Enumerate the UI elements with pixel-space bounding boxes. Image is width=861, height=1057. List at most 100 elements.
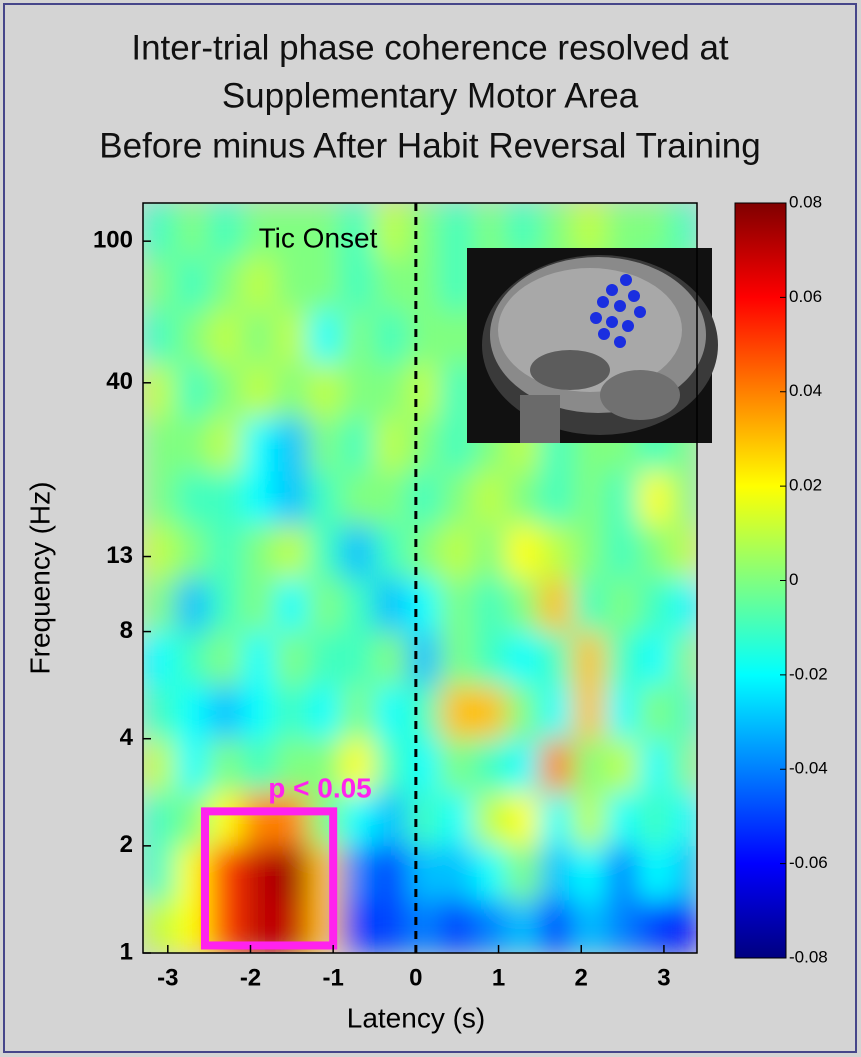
heat-cell: [606, 631, 640, 685]
heat-cell: [606, 685, 640, 740]
heat-cell: [143, 899, 177, 953]
heat-cell: [572, 578, 606, 632]
heat-cell: [275, 256, 309, 311]
heat-cell: [440, 845, 474, 900]
heat-cell: [242, 845, 276, 900]
heat-cell: [275, 363, 309, 418]
heat-cell: [639, 631, 673, 685]
heat-cell: [341, 417, 375, 472]
heat-cell: [572, 792, 606, 847]
heat-cell: [473, 899, 507, 953]
heat-cell: [606, 792, 640, 847]
heat-cell: [275, 471, 309, 525]
heat-cell: [572, 738, 606, 792]
heat-cell: [407, 685, 441, 740]
heat-cell: [176, 203, 210, 258]
colorbar-tick-label: -0.08: [789, 947, 828, 966]
heat-cell: [572, 685, 606, 740]
heat-cell: [407, 899, 441, 953]
heat-cell: [209, 471, 243, 525]
heat-cell: [473, 845, 507, 900]
heat-cell: [473, 685, 507, 740]
heat-cell: [407, 417, 441, 472]
heat-cell: [539, 792, 573, 847]
heat-cell: [506, 792, 540, 847]
heat-cell: [143, 256, 177, 311]
y-axis-label: Frequency (Hz): [24, 482, 55, 675]
heat-cell: [308, 631, 342, 685]
heat-cell: [639, 471, 673, 525]
heat-cell: [639, 899, 673, 953]
heat-cell: [242, 631, 276, 685]
heat-cell: [275, 631, 309, 685]
brain-inset: [467, 248, 718, 443]
heat-cell: [672, 578, 698, 632]
heat-cell: [143, 792, 177, 847]
heat-cell: [308, 256, 342, 311]
heat-cell: [473, 578, 507, 632]
heat-cell: [506, 845, 540, 900]
heat-cell: [572, 524, 606, 579]
heat-cell: [308, 310, 342, 364]
significance-label: p < 0.05: [268, 772, 372, 803]
heat-cell: [639, 685, 673, 740]
heat-cell: [374, 471, 408, 525]
heat-cell: [242, 524, 276, 579]
heat-cell: [440, 899, 474, 953]
source: [628, 290, 640, 302]
x-tick-label: -1: [323, 964, 344, 991]
x-tick-label: 0: [409, 964, 422, 991]
heat-cell: [572, 845, 606, 900]
heat-cell: [374, 685, 408, 740]
y-tick-label: 100: [93, 227, 133, 254]
heat-cell: [242, 578, 276, 632]
heat-cell: [341, 471, 375, 525]
heat-cell: [275, 578, 309, 632]
source: [597, 296, 609, 308]
colorbar-tick-label: 0.06: [789, 287, 822, 306]
heat-cell: [341, 631, 375, 685]
heat-cell: [606, 524, 640, 579]
heat-cell: [606, 899, 640, 953]
heat-cell: [473, 471, 507, 525]
heat-cell: [506, 471, 540, 525]
heat-cell: [407, 310, 441, 364]
heat-cell: [341, 899, 375, 953]
heat-cell: [308, 524, 342, 579]
y-tick-label: 1: [120, 938, 133, 965]
heat-cell: [572, 899, 606, 953]
y-tick-label: 40: [106, 368, 133, 395]
heat-cell: [209, 845, 243, 900]
heat-cell: [176, 471, 210, 525]
heat-cell: [440, 631, 474, 685]
heat-cell: [209, 685, 243, 740]
colorbar-tick-label: -0.06: [789, 853, 828, 872]
heat-cell: [639, 845, 673, 900]
source: [606, 316, 618, 328]
cerebellum: [600, 370, 680, 420]
source: [598, 328, 610, 340]
heat-cell: [506, 899, 540, 953]
heat-cell: [539, 524, 573, 579]
heat-cell: [275, 685, 309, 740]
heat-cell: [209, 524, 243, 579]
heat-cell: [440, 524, 474, 579]
chart-title: Inter-trial phase coherence resolved at: [131, 28, 729, 67]
heat-cell: [308, 363, 342, 418]
chart-title: Before minus After Habit Reversal Traini…: [99, 126, 760, 165]
heat-cell: [275, 310, 309, 364]
heat-cell: [407, 203, 441, 258]
heat-cell: [209, 792, 243, 847]
heat-cell: [374, 417, 408, 472]
heat-cell: [143, 524, 177, 579]
heat-cell: [440, 792, 474, 847]
source: [614, 300, 626, 312]
heat-cell: [407, 738, 441, 792]
heat-cell: [176, 417, 210, 472]
heat-cell: [341, 310, 375, 364]
x-tick-label: -3: [157, 964, 178, 991]
source: [590, 312, 602, 324]
heat-cell: [374, 631, 408, 685]
heat-cell: [473, 738, 507, 792]
heat-cell: [672, 845, 698, 900]
